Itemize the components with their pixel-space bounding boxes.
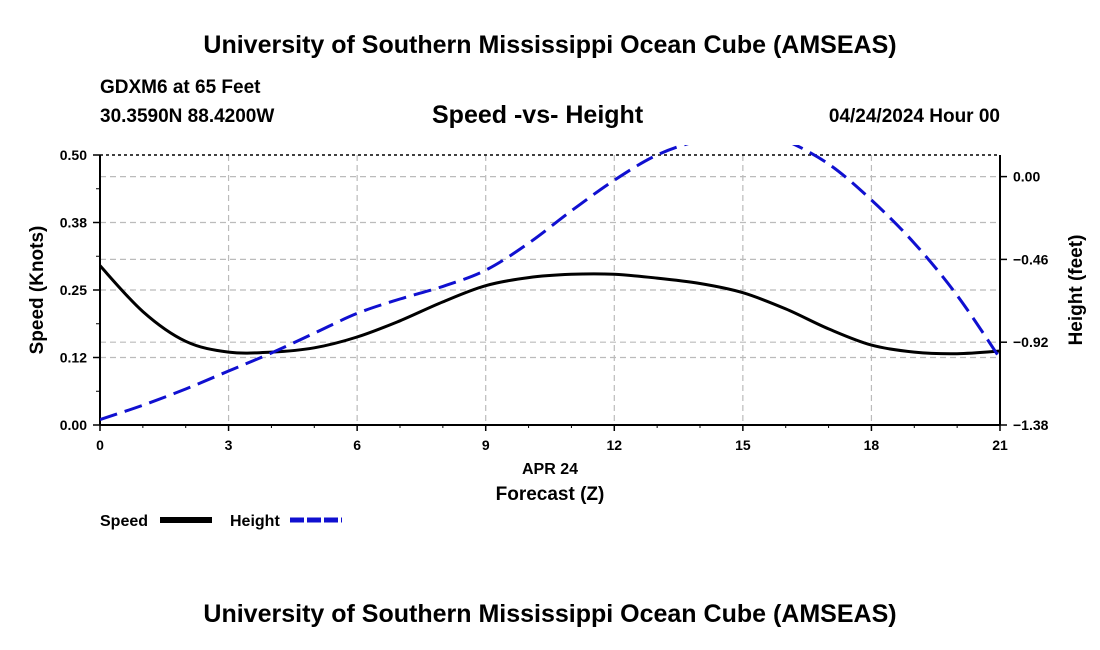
series-speed-line	[100, 264, 1000, 356]
chart-title: Speed -vs- Height	[432, 101, 644, 129]
y-left-tick-label: 0.00	[60, 417, 87, 433]
y-right-tick-label: −0.46	[1013, 251, 1049, 267]
x-axis-date: APR 24	[522, 461, 578, 478]
x-tick-label: 15	[735, 437, 751, 453]
y-right-axis-title: Height (feet)	[1066, 235, 1087, 346]
bottom-title: University of Southern Mississippi Ocean…	[203, 600, 897, 628]
y-right-tick-label: 0.00	[1013, 169, 1040, 185]
x-tick-label: 21	[992, 437, 1008, 453]
top-title: University of Southern Mississippi Ocean…	[203, 31, 897, 59]
x-tick-label: 18	[864, 437, 880, 453]
y-right-tick-label: −1.38	[1013, 417, 1049, 433]
date-label: 04/24/2024 Hour 00	[828, 106, 1000, 127]
x-tick-label: 3	[225, 437, 233, 453]
series-height-line	[100, 145, 1000, 422]
x-tick-label: 0	[96, 437, 104, 453]
x-axis-title: Forecast (Z)	[496, 484, 605, 505]
y-right-tick-label: −0.92	[1013, 334, 1049, 350]
y-left-tick-label: 0.50	[60, 147, 87, 163]
legend-speed-label: Speed	[100, 513, 148, 530]
y-left-tick-label: 0.12	[60, 350, 87, 366]
y-left-axis-title: Speed (Knots)	[27, 226, 48, 355]
x-tick-label: 12	[606, 437, 622, 453]
y-left-tick-label: 0.38	[60, 215, 87, 231]
x-tick-label: 9	[482, 437, 490, 453]
x-tick-label: 6	[353, 437, 361, 453]
legend-height-label: Height	[230, 513, 280, 530]
station-label: GDXM6 at 65 Feet	[100, 77, 261, 98]
y-left-tick-label: 0.25	[60, 282, 87, 298]
coordinates-label: 30.3590N 88.4200W	[100, 106, 275, 127]
